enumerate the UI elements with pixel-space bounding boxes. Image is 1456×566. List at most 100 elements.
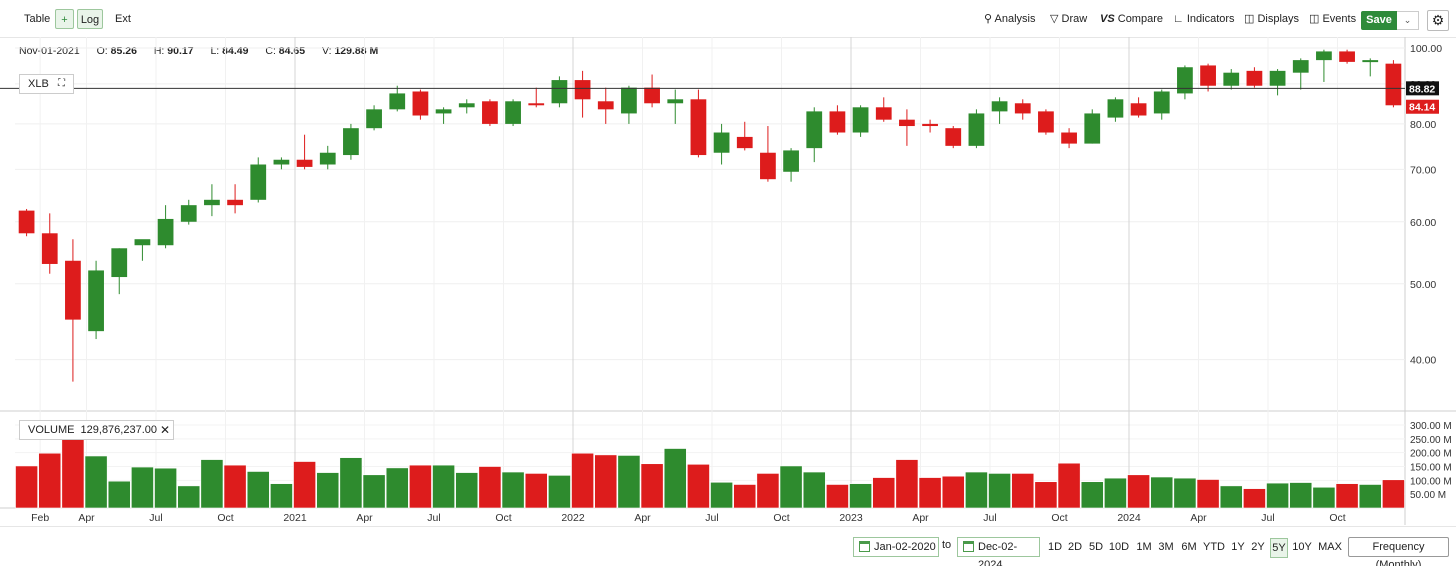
indicator-line-icon: ∟: [1173, 13, 1184, 25]
candle-body: [250, 164, 267, 200]
time-tick-label: Apr: [78, 512, 95, 524]
volume-bar: [154, 467, 177, 509]
volume-bar: [478, 466, 502, 509]
calendar-icon: ◫: [1309, 13, 1320, 25]
candle-body: [968, 113, 985, 146]
grid-lines: [0, 37, 1456, 525]
time-tick-label: Oct: [1329, 512, 1345, 524]
volume-bar: [1312, 486, 1336, 509]
volume-tag: VOLUME 129,876,237.00 ✕: [19, 420, 174, 440]
save-dropdown-button[interactable]: ⌄: [1397, 11, 1419, 30]
candlesticks: [18, 49, 1402, 382]
expand-icon[interactable]: ⛶: [58, 78, 65, 89]
time-tick-label: Apr: [634, 512, 651, 524]
range-button-1y[interactable]: 1Y: [1231, 541, 1245, 553]
extended-hours-button[interactable]: Ext: [115, 13, 131, 25]
calendar-icon: [963, 541, 974, 552]
volume-bar: [965, 471, 988, 509]
range-button-3m[interactable]: 3M: [1158, 541, 1174, 553]
analysis-button[interactable]: ⚲ Analysis: [984, 13, 1036, 25]
price-tick-label: 80.00: [1410, 119, 1436, 131]
candle-body: [621, 87, 637, 114]
volume-bar: [107, 480, 131, 509]
volume-bar: [918, 477, 942, 509]
time-tick-label: Apr: [912, 512, 929, 524]
volume-tick-label: 200.00 M: [1410, 449, 1452, 460]
candle-body: [296, 159, 313, 167]
calendar-icon: [859, 541, 870, 552]
range-button-1m[interactable]: 1M: [1136, 541, 1152, 553]
candles-icon: ◫: [1244, 13, 1255, 25]
range-button-6m[interactable]: 6M: [1181, 541, 1197, 553]
crosshair-button[interactable]: +: [55, 9, 74, 29]
range-button-2d[interactable]: 2D: [1067, 541, 1083, 553]
gear-icon: ⚙: [1431, 12, 1445, 28]
symbol-tag[interactable]: XLB ⛶: [19, 74, 74, 94]
volume-bar: [455, 472, 479, 509]
volume-bar: [339, 457, 363, 509]
range-button-1d[interactable]: 1D: [1047, 541, 1063, 553]
candle-body: [1385, 63, 1402, 106]
volume-tick-label: 50.00 M: [1410, 490, 1446, 501]
table-button[interactable]: Table: [24, 13, 51, 25]
range-button-5y[interactable]: 5Y: [1270, 538, 1288, 558]
range-button-max[interactable]: MAX: [1318, 541, 1342, 553]
candle-body: [41, 233, 58, 264]
last-price-tag: [1406, 99, 1439, 114]
candle-body: [1084, 113, 1101, 144]
price-tick-label: 40.00: [1410, 355, 1436, 367]
volume-bar: [501, 471, 525, 509]
candle-body: [319, 152, 336, 165]
volume-bar: [1034, 481, 1058, 509]
candle-body: [1107, 99, 1124, 118]
time-tick-label: 2023: [839, 512, 863, 524]
candle-body: [1316, 51, 1332, 61]
candle-body: [690, 99, 707, 156]
end-date-input[interactable]: Dec-02-2024: [957, 537, 1040, 566]
range-button-2y[interactable]: 2Y: [1251, 541, 1265, 553]
candle-body: [458, 103, 475, 108]
volume-bar: [663, 448, 687, 509]
range-button-ytd[interactable]: YTD: [1203, 541, 1225, 553]
pen-icon: ▽: [1050, 13, 1059, 25]
range-button-10d[interactable]: 10D: [1108, 541, 1130, 553]
volume-bar: [223, 464, 247, 509]
candle-body: [111, 248, 128, 278]
log-scale-button[interactable]: Log: [77, 9, 103, 29]
volume-bar: [1127, 474, 1150, 509]
magnifier-icon: ⚲: [984, 13, 993, 25]
start-date-input[interactable]: Jan-02-2020: [853, 537, 939, 557]
candle-body: [713, 132, 730, 153]
volume-bar: [432, 464, 455, 509]
candle-body: [945, 128, 962, 146]
candle-body: [157, 218, 174, 246]
time-tick-label: Jul: [983, 512, 996, 524]
candle-body: [736, 136, 753, 149]
volume-bar: [316, 472, 340, 509]
volume-bar: [548, 475, 571, 509]
range-button-10y[interactable]: 10Y: [1292, 541, 1312, 553]
draw-button[interactable]: ▽ Draw: [1050, 13, 1088, 25]
events-button[interactable]: ◫ Events: [1309, 13, 1357, 25]
volume-bar: [409, 464, 432, 509]
volume-bars: [15, 435, 1405, 509]
volume-bar: [246, 471, 270, 509]
frequency-dropdown[interactable]: Frequency (Monthly): [1348, 537, 1449, 566]
volume-bar: [385, 467, 409, 509]
volume-bar: [941, 475, 965, 509]
settings-button[interactable]: ⚙: [1427, 10, 1449, 31]
range-button-5d[interactable]: 5D: [1088, 541, 1104, 553]
indicators-button[interactable]: ∟ Indicators: [1173, 13, 1235, 25]
candle-body: [1246, 70, 1263, 86]
candle-body: [1177, 67, 1193, 94]
compare-button[interactable]: VS Compare: [1100, 13, 1163, 25]
close-icon[interactable]: ✕: [160, 423, 171, 437]
candle-body: [343, 128, 359, 156]
save-button[interactable]: Save: [1361, 11, 1397, 30]
volume-bar: [15, 465, 38, 509]
candle-body: [1130, 103, 1147, 116]
displays-button[interactable]: ◫ Displays: [1244, 13, 1300, 25]
time-axis: Feb Apr Jul Oct 2021 Apr Jul Oct 2022 Apr Jul Oct 20…: [31, 512, 1346, 524]
candle-body: [1339, 51, 1355, 62]
